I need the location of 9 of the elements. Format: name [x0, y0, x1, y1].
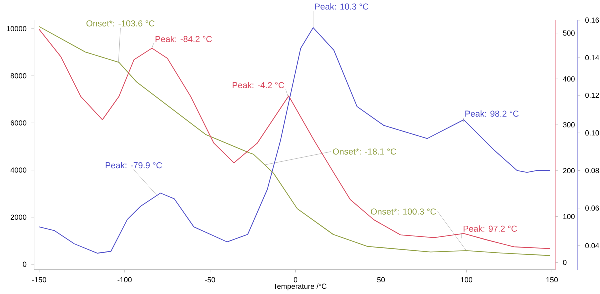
annotation: Peak: 98.2 °C — [466, 110, 519, 117]
annotation: Peak: -84.2 °C — [156, 36, 212, 42]
annotation: Onset*: 100.3 °C — [371, 208, 436, 215]
annotation: Onset*: -18.1 °C — [333, 148, 396, 155]
annotation: Peak: 97.2 °C — [464, 226, 518, 232]
annotation: Peak: 10.3 °C — [315, 4, 369, 10]
annotation: Peak: -4.2 °C — [232, 82, 284, 88]
annotation: Peak: -79.9 °C — [106, 162, 162, 169]
annotation: Onset*: -103.6 °C — [86, 20, 155, 27]
